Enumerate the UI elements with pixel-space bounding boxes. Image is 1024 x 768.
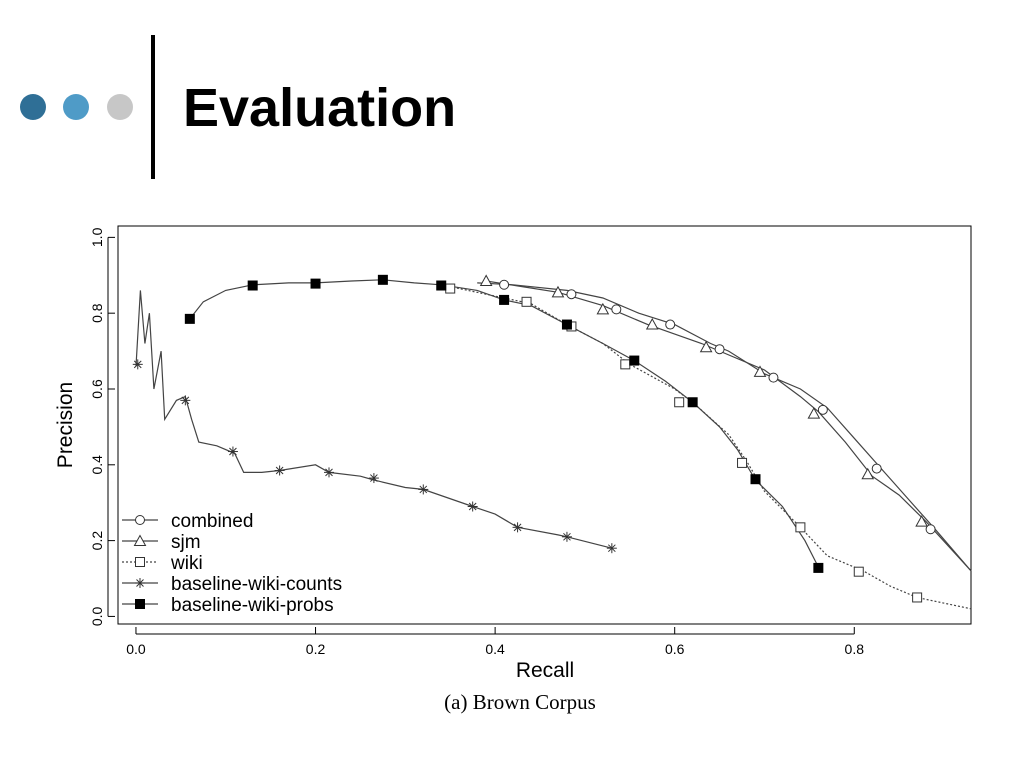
y-tick-label: 0.4 [89, 455, 105, 475]
marker-baseline-wiki-probs [310, 278, 321, 289]
marker-sjm [699, 340, 713, 353]
marker-wiki [737, 457, 748, 468]
legend-label: baseline-wiki-counts [171, 574, 342, 595]
marker-wiki [912, 592, 923, 603]
legend: combinedsjmwikibaseline-wiki-countsbasel… [122, 511, 342, 616]
marker-wiki [445, 283, 456, 294]
slide-dot-dark [20, 94, 46, 120]
x-axis-label: Recall [516, 659, 574, 682]
y-tick-label: 1.0 [89, 227, 105, 247]
legend-label: baseline-wiki-probs [171, 595, 334, 616]
legend-marker [135, 557, 145, 567]
marker-baseline-wiki-counts [368, 473, 379, 484]
marker-wiki [674, 397, 685, 408]
marker-baseline-wiki-counts [324, 467, 335, 478]
marker-baseline-wiki-probs [629, 355, 640, 366]
marker-wiki [795, 522, 806, 533]
plot-frame [117, 225, 972, 625]
marker-combined [665, 319, 676, 330]
marker-baseline-wiki-probs [499, 294, 510, 305]
marker-combined [611, 304, 622, 315]
marker-baseline-wiki-probs [813, 562, 824, 573]
marker-sjm [861, 467, 875, 480]
marker-combined [817, 404, 828, 415]
marker-baseline-wiki-probs [561, 319, 572, 330]
chart-caption: (a) Brown Corpus [444, 690, 596, 714]
marker-sjm [551, 285, 565, 298]
marker-baseline-wiki-probs [247, 280, 258, 291]
marker-sjm [596, 302, 610, 315]
series-line-wiki [441, 284, 972, 610]
legend-label: sjm [171, 532, 201, 553]
marker-baseline-wiki-probs [184, 313, 195, 324]
marker-baseline-wiki-counts [227, 446, 238, 457]
y-tick-label: 0.0 [89, 606, 105, 626]
series-line-sjm [486, 280, 972, 572]
marker-wiki [620, 359, 631, 370]
marker-combined [499, 279, 510, 290]
marker-baseline-wiki-probs [436, 280, 447, 291]
marker-baseline-wiki-counts [274, 465, 285, 476]
series-lines [135, 279, 972, 610]
marker-baseline-wiki-counts [512, 522, 523, 533]
marker-baseline-wiki-probs [750, 474, 761, 485]
series-markers [132, 274, 936, 603]
x-tick-label: 0.0 [126, 641, 146, 657]
legend-marker [135, 515, 145, 525]
marker-combined [925, 524, 936, 535]
series-line-baseline-wiki-counts [135, 290, 612, 549]
slide-title: Evaluation [183, 78, 457, 138]
x-tick-label: 0.2 [306, 641, 326, 657]
y-axis-label: Precision [54, 382, 77, 468]
legend-marker [133, 534, 147, 546]
marker-combined [714, 344, 725, 355]
legend-marker [135, 599, 145, 609]
title-divider [151, 35, 155, 179]
marker-baseline-wiki-counts [606, 543, 617, 554]
slide-dot-medium [63, 94, 89, 120]
marker-combined [768, 372, 779, 383]
legend-marker [135, 578, 145, 588]
marker-baseline-wiki-counts [180, 395, 191, 406]
series-line-baseline-wiki-probs [189, 279, 819, 568]
marker-baseline-wiki-probs [687, 397, 698, 408]
y-tick-label: 0.6 [89, 379, 105, 399]
y-tick-label: 0.2 [89, 531, 105, 551]
marker-sjm [915, 515, 928, 527]
marker-sjm [479, 274, 493, 286]
marker-combined [871, 463, 882, 474]
marker-baseline-wiki-counts [418, 484, 429, 495]
marker-sjm [645, 318, 659, 330]
x-tick-label: 0.6 [665, 641, 685, 657]
legend-label: combined [171, 511, 253, 532]
slide-dot-light [107, 94, 133, 120]
marker-baseline-wiki-counts [467, 501, 478, 512]
legend-label: wiki [170, 553, 203, 574]
x-tick-label: 0.8 [845, 641, 865, 657]
marker-baseline-wiki-counts [561, 531, 572, 542]
axes: 0.0 0.2 0.4 0.6 0.8 0.0 0.2 0.4 0.6 0.8 1.0 [89, 227, 864, 657]
x-tick-label: 0.4 [485, 641, 505, 657]
marker-wiki [521, 296, 532, 307]
series-line-combined [477, 282, 972, 572]
marker-sjm [753, 365, 767, 377]
marker-wiki [853, 566, 864, 577]
marker-sjm [807, 407, 821, 419]
y-tick-label: 0.8 [89, 303, 105, 323]
marker-baseline-wiki-probs [377, 274, 388, 285]
marker-baseline-wiki-counts [132, 359, 143, 370]
marker-combined [566, 289, 577, 300]
